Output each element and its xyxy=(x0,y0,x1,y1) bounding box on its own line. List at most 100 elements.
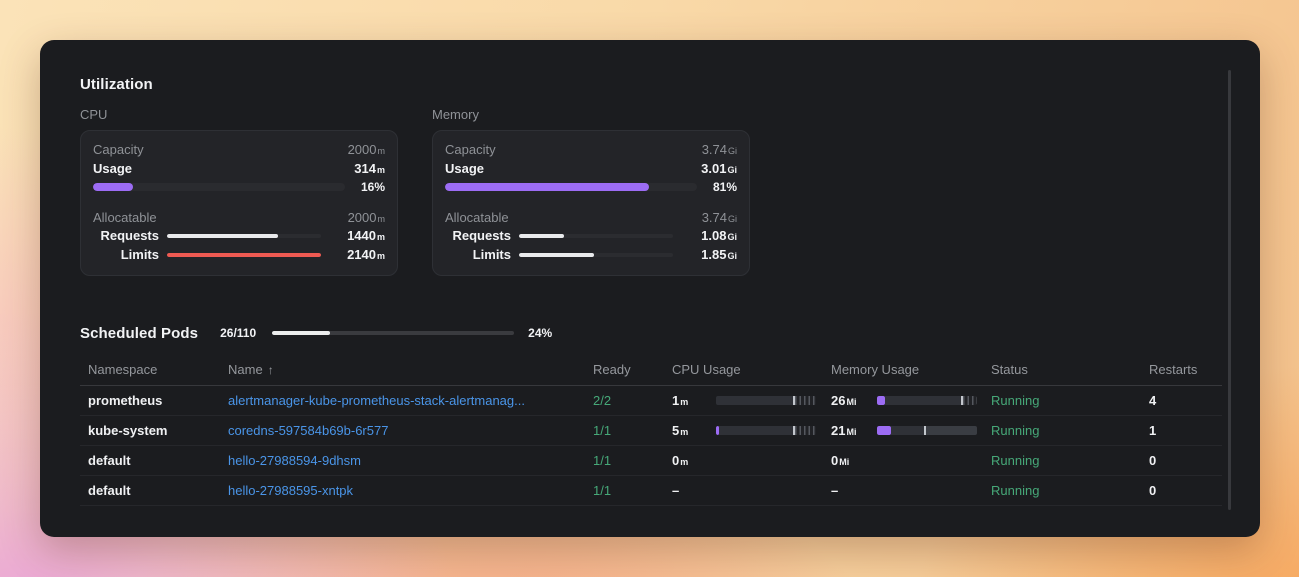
pod-restarts: 4 xyxy=(1149,393,1157,408)
memory-usage-percent: 81% xyxy=(712,179,737,194)
pod-memory-usage: 21Mi xyxy=(823,423,983,438)
column-header-restarts[interactable]: Restarts xyxy=(1149,362,1198,377)
memory-allocatable-row: Allocatable 3.74Gi xyxy=(445,208,737,227)
memory-usage-bar-fill xyxy=(445,182,650,191)
memory-usage-mini-bar xyxy=(877,426,977,435)
memory-limits-value: 1.85Gi xyxy=(701,247,737,263)
memory-card: Capacity 3.74Gi Usage 3.01Gi 81% xyxy=(432,130,750,276)
cpu-requests-fill xyxy=(167,233,278,238)
sort-ascending-icon: ↑ xyxy=(267,363,274,377)
cpu-capacity-value: 2000m xyxy=(347,141,385,157)
memory-requests-track xyxy=(519,233,673,238)
cpu-usage-bar-track xyxy=(93,182,345,191)
cpu-allocatable-value: 2000m xyxy=(347,209,385,225)
memory-capacity-value: 3.74Gi xyxy=(701,141,737,157)
cpu-usage-value: 314m xyxy=(354,160,385,176)
memory-allocatable-value: 3.74Gi xyxy=(701,209,737,225)
scheduled-pods-heading: Scheduled Pods xyxy=(80,324,199,342)
cpu-usage-row: Usage 314m xyxy=(93,159,385,178)
column-header-memory-usage[interactable]: Memory Usage xyxy=(831,362,920,377)
memory-requests-label: Requests xyxy=(452,228,511,244)
cpu-card-group: CPU Capacity 2000m Usage 314m 16% xyxy=(80,107,398,276)
cpu-requests-row: Requests 1440m xyxy=(93,226,385,245)
pod-ready: 1/1 xyxy=(593,423,612,438)
pod-cpu-usage: – xyxy=(672,483,680,498)
memory-limits-label: Limits xyxy=(472,247,511,263)
pod-status: Running xyxy=(991,423,1040,438)
table-row[interactable]: kube-system coredns-597584b69b-6r577 1/1… xyxy=(80,416,1222,446)
pod-restarts: 0 xyxy=(1149,453,1157,468)
cpu-limits-row: Limits 2140m xyxy=(93,245,385,264)
memory-usage-mini-bar xyxy=(877,396,977,405)
memory-usage-row: Usage 3.01Gi xyxy=(445,159,737,178)
column-header-name[interactable]: Name ↑ xyxy=(228,362,274,377)
pod-namespace: prometheus xyxy=(88,393,163,408)
memory-usage-bar-row: 81% xyxy=(445,178,737,197)
pod-memory-usage: 0Mi xyxy=(831,453,850,468)
column-header-cpu-usage[interactable]: CPU Usage xyxy=(672,362,741,377)
memory-requests-fill xyxy=(519,233,564,238)
cpu-allocatable-row: Allocatable 2000m xyxy=(93,208,385,227)
utilization-heading: Utilization xyxy=(80,76,153,93)
pod-status: Running xyxy=(991,483,1040,498)
column-header-status[interactable]: Status xyxy=(991,362,1028,377)
pod-cpu-usage: 0m xyxy=(672,453,689,468)
scheduled-pods-count: 26/110 xyxy=(220,326,257,340)
column-header-ready[interactable]: Ready xyxy=(593,362,631,377)
cpu-capacity-row: Capacity 2000m xyxy=(93,140,385,159)
scheduled-pods-header: Scheduled Pods 26/110 24% xyxy=(80,322,1220,344)
pod-name-link[interactable]: hello-27988594-9dhsm xyxy=(228,453,361,468)
cpu-limits-label: Limits xyxy=(120,247,159,263)
cpu-requests-track xyxy=(167,233,321,238)
pods-table: Namespace Name ↑ Ready CPU Usage Memory U… xyxy=(80,354,1222,506)
column-header-namespace[interactable]: Namespace xyxy=(88,362,158,377)
app-panel: Utilization CPU Capacity 2000m Usage 314… xyxy=(40,40,1260,537)
vertical-scrollbar-thumb[interactable] xyxy=(1228,70,1231,510)
pod-namespace: kube-system xyxy=(88,423,168,438)
memory-allocatable-label: Allocatable xyxy=(445,209,509,225)
pod-namespace: default xyxy=(88,453,131,468)
pod-memory-usage: 26Mi xyxy=(823,393,983,408)
cpu-card: Capacity 2000m Usage 314m 16% xyxy=(80,130,398,276)
cpu-usage-bar-row: 16% xyxy=(93,178,385,197)
pod-restarts: 0 xyxy=(1149,483,1157,498)
cpu-limits-fill xyxy=(167,252,321,257)
memory-capacity-label: Capacity xyxy=(445,141,496,157)
pod-cpu-usage: 1m xyxy=(664,393,823,408)
cpu-usage-percent: 16% xyxy=(360,179,385,194)
table-row[interactable]: prometheus alertmanager-kube-prometheus-… xyxy=(80,386,1222,416)
memory-limits-row: Limits 1.85Gi xyxy=(445,245,737,264)
pod-ready: 1/1 xyxy=(593,483,612,498)
memory-requests-row: Requests 1.08Gi xyxy=(445,226,737,245)
cpu-limits-track xyxy=(167,252,321,257)
pod-ready: 1/1 xyxy=(593,453,612,468)
pod-memory-usage: – xyxy=(831,483,839,498)
table-row[interactable]: default hello-27988594-9dhsm 1/1 0m 0Mi … xyxy=(80,446,1222,476)
cpu-usage-bar-fill xyxy=(93,182,134,191)
memory-usage-value: 3.01Gi xyxy=(701,160,737,176)
cpu-usage-mini-bar xyxy=(716,396,816,405)
pod-cpu-usage: 5m xyxy=(664,423,823,438)
memory-capacity-row: Capacity 3.74Gi xyxy=(445,140,737,159)
pod-namespace: default xyxy=(88,483,131,498)
utilization-cards: CPU Capacity 2000m Usage 314m 16% xyxy=(80,107,1220,276)
pod-name-link[interactable]: coredns-597584b69b-6r577 xyxy=(228,423,389,438)
pod-status: Running xyxy=(991,393,1040,408)
memory-usage-bar-track xyxy=(445,182,697,191)
cpu-usage-mini-bar xyxy=(716,426,816,435)
cpu-requests-label: Requests xyxy=(100,228,159,244)
pod-name-link[interactable]: alertmanager-kube-prometheus-stack-alert… xyxy=(228,393,525,408)
memory-card-group: Memory Capacity 3.74Gi Usage 3.01Gi xyxy=(432,107,750,276)
memory-limits-track xyxy=(519,252,673,257)
cpu-capacity-label: Capacity xyxy=(93,141,144,157)
pod-restarts: 1 xyxy=(1149,423,1157,438)
cpu-allocatable-label: Allocatable xyxy=(93,209,157,225)
pod-name-link[interactable]: hello-27988595-xntpk xyxy=(228,483,354,498)
pods-table-header: Namespace Name ↑ Ready CPU Usage Memory U… xyxy=(80,354,1222,386)
table-row[interactable]: default hello-27988595-xntpk 1/1 – – Run… xyxy=(80,476,1222,506)
scheduled-pods-percent: 24% xyxy=(528,326,553,340)
memory-usage-label: Usage xyxy=(445,160,485,176)
scheduled-pods-bar-fill xyxy=(272,331,331,335)
cpu-requests-value: 1440m xyxy=(347,228,385,244)
